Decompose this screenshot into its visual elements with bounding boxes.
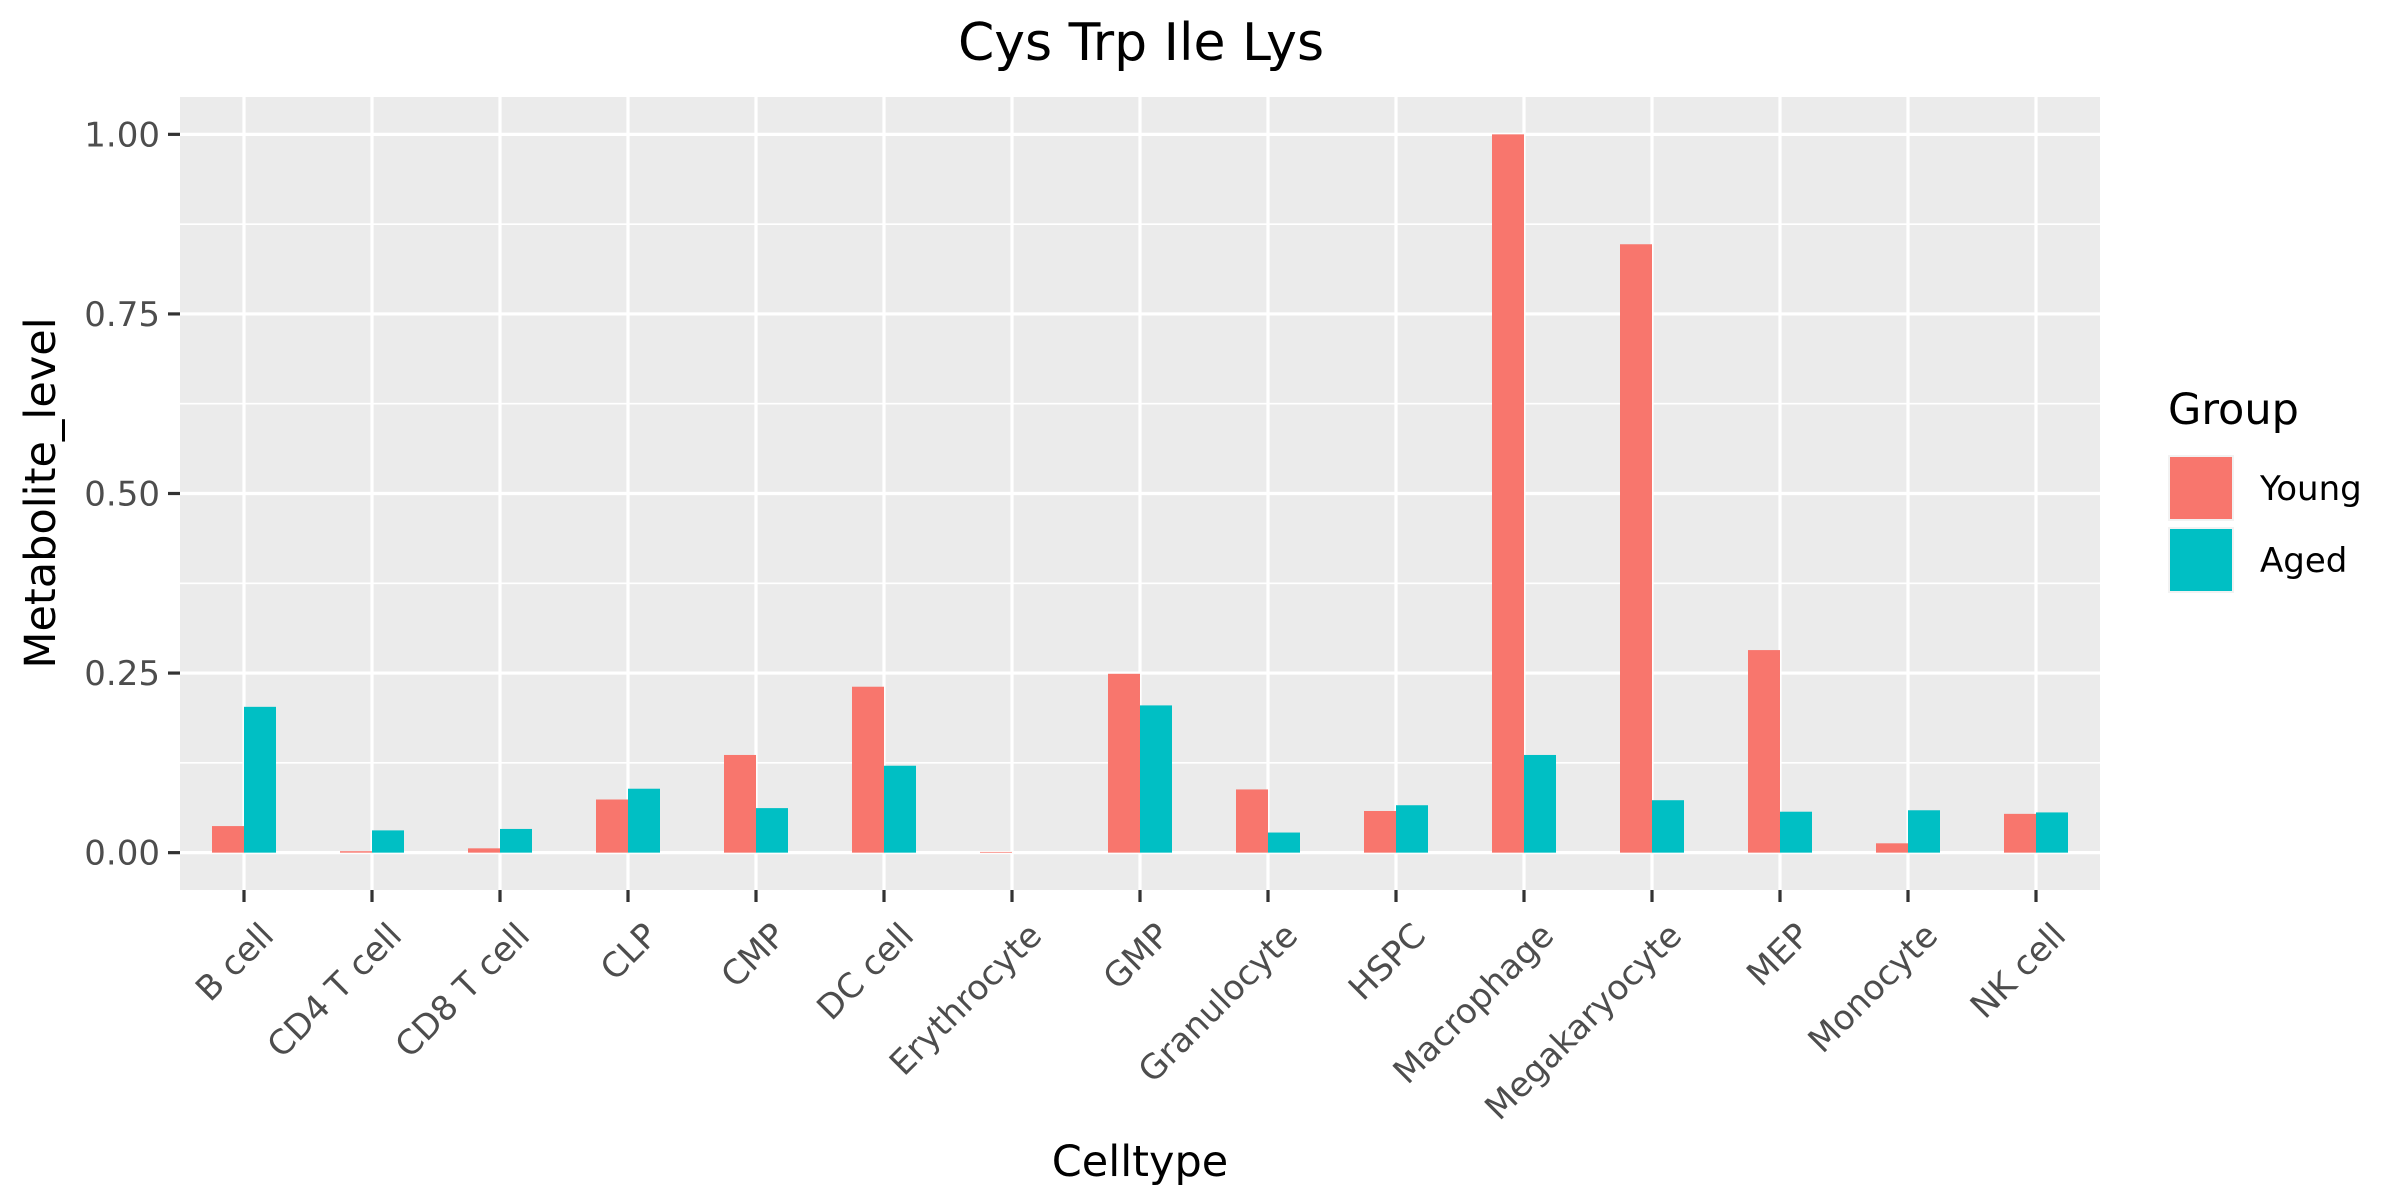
x-tick-label: HSPC bbox=[1341, 916, 1434, 1009]
bar-young-hspc bbox=[1364, 810, 1396, 853]
legend-title: Group bbox=[2168, 385, 2299, 435]
x-tick-label: CMP bbox=[714, 916, 794, 996]
bar-young-macrophage bbox=[1492, 134, 1524, 853]
bar-aged-nk-cell bbox=[2036, 812, 2068, 853]
bar-young-nk-cell bbox=[2004, 813, 2036, 853]
bar-aged-monocyte bbox=[1908, 810, 1940, 853]
bar-young-cmp bbox=[724, 754, 756, 853]
bar-aged-gmp bbox=[1140, 705, 1172, 853]
bar-young-dc-cell bbox=[852, 686, 884, 853]
y-axis: 0.00 0.25 0.50 0.75 1.00 bbox=[84, 115, 180, 874]
x-tick-label: CD8 T cell bbox=[388, 916, 538, 1066]
bar-aged-cd4-t-cell bbox=[372, 830, 404, 853]
bar-young-cd4-t-cell bbox=[340, 851, 372, 853]
y-tick-label: 0.75 bbox=[84, 295, 160, 335]
bar-aged-clp bbox=[628, 788, 660, 853]
x-axis-title: Celltype bbox=[1052, 1137, 1228, 1187]
legend-swatch-aged bbox=[2170, 529, 2232, 591]
bar-aged-macrophage bbox=[1524, 754, 1556, 853]
legend-label-aged: Aged bbox=[2260, 541, 2347, 581]
bar-young-cd8-t-cell bbox=[468, 848, 500, 853]
bar-aged-megakaryocyte bbox=[1652, 800, 1684, 853]
x-tick-label: CD4 T cell bbox=[260, 916, 410, 1066]
x-tick-label: B cell bbox=[188, 916, 282, 1010]
legend: Group Young Aged bbox=[2168, 385, 2362, 593]
y-tick-label: 1.00 bbox=[84, 115, 160, 155]
bar-young-monocyte bbox=[1876, 843, 1908, 853]
x-tick-label: MEP bbox=[1739, 916, 1818, 995]
bar-aged-hspc bbox=[1396, 805, 1428, 853]
bar-young-megakaryocyte bbox=[1620, 244, 1652, 853]
x-tick-label: CLP bbox=[593, 916, 666, 989]
bar-young-gmp bbox=[1108, 673, 1140, 853]
bar-aged-dc-cell bbox=[884, 765, 916, 853]
legend-label-young: Young bbox=[2259, 469, 2362, 509]
x-tick-label: NK cell bbox=[1963, 916, 2074, 1027]
y-tick-label: 0.00 bbox=[84, 834, 160, 874]
bar-aged-b-cell bbox=[244, 706, 276, 853]
y-tick-label: 0.50 bbox=[84, 475, 160, 515]
legend-swatch-young bbox=[2170, 457, 2232, 519]
bar-young-clp bbox=[596, 799, 628, 853]
bar-aged-granulocyte bbox=[1268, 832, 1300, 853]
bar-aged-mep bbox=[1780, 811, 1812, 853]
bar-aged-cmp bbox=[756, 808, 788, 853]
bar-young-granulocyte bbox=[1236, 789, 1268, 853]
bar-young-mep bbox=[1748, 650, 1780, 853]
x-tick-label: DC cell bbox=[809, 916, 922, 1029]
x-tick-label: Monocyte bbox=[1801, 916, 1946, 1061]
bar-aged-cd8-t-cell bbox=[500, 828, 532, 853]
y-axis-title: Metabolite_level bbox=[16, 317, 66, 668]
y-tick-label: 0.25 bbox=[84, 654, 160, 694]
x-tick-label: GMP bbox=[1096, 916, 1178, 998]
bars bbox=[212, 134, 2068, 853]
chart-title: Cys Trp Ile Lys bbox=[958, 13, 1324, 73]
bar-young-b-cell bbox=[212, 826, 244, 853]
bar-young-erythrocyte bbox=[980, 851, 1012, 853]
